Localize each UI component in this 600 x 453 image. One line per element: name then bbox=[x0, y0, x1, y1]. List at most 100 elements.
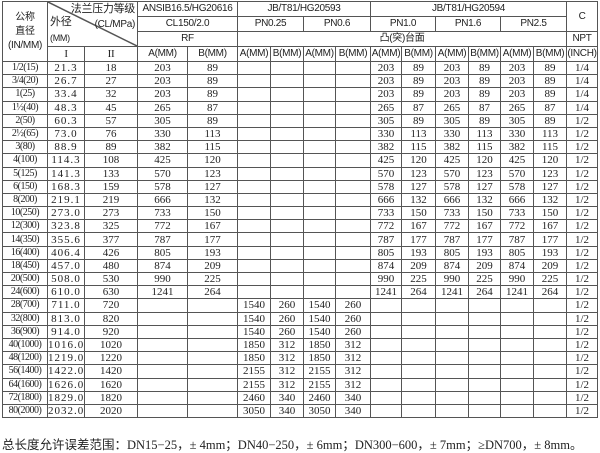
face-rf: RF bbox=[137, 31, 238, 47]
table-cell: 2032.0 bbox=[47, 403, 85, 419]
table-cell bbox=[370, 337, 403, 353]
table-cell: 666 bbox=[137, 192, 188, 208]
table-cell: 1/2 bbox=[566, 219, 599, 234]
table-cell bbox=[334, 192, 372, 208]
table-cell: 733 bbox=[137, 206, 188, 221]
table-cell bbox=[187, 403, 238, 419]
table-cell: 33.4 bbox=[47, 87, 85, 102]
table-cell bbox=[533, 364, 568, 379]
table-cell: 264 bbox=[468, 285, 502, 300]
a-mm-header: A(MM) bbox=[303, 46, 336, 62]
table-cell bbox=[401, 377, 437, 392]
class-cl150: CL150/2.0 bbox=[137, 16, 238, 32]
table-cell bbox=[237, 153, 271, 168]
table-cell: 1/2 bbox=[566, 179, 599, 194]
table-cell bbox=[303, 271, 336, 287]
table-cell: 113 bbox=[533, 126, 568, 142]
table-cell: 990 bbox=[500, 271, 535, 287]
table-cell bbox=[187, 337, 238, 353]
table-cell: 330 bbox=[435, 126, 470, 142]
table-cell: 260 bbox=[270, 298, 304, 313]
table-cell: 578 bbox=[435, 179, 470, 194]
nominal-diameter-cell: 1½(40) bbox=[2, 100, 48, 115]
standard-hg20593: JB/T81/HG20593 bbox=[236, 1, 372, 17]
table-cell: 123 bbox=[468, 166, 502, 181]
table-cell bbox=[237, 74, 271, 89]
table-cell: 273 bbox=[84, 206, 138, 221]
table-cell: 150 bbox=[533, 206, 568, 221]
table-cell bbox=[500, 403, 535, 419]
table-cell: 312 bbox=[334, 351, 372, 366]
table-cell bbox=[500, 390, 535, 405]
table-cell: 260 bbox=[270, 324, 304, 339]
table-cell: 1241 bbox=[435, 285, 470, 300]
table-cell: 666 bbox=[500, 192, 535, 208]
nominal-diameter-cell: 36(900) bbox=[2, 324, 48, 339]
table-cell bbox=[370, 298, 403, 313]
table-row: 5(125) 141.3 133 570 123 570 123 570 123 570 123 1/… bbox=[2, 166, 599, 181]
table-cell: 1/2 bbox=[566, 245, 599, 260]
table-cell: 113 bbox=[468, 126, 502, 142]
table-cell: 89 bbox=[468, 87, 502, 102]
table-cell: 733 bbox=[370, 206, 403, 221]
table-cell bbox=[137, 324, 188, 339]
table-cell: 1/2 bbox=[566, 140, 599, 155]
table-cell bbox=[435, 390, 470, 405]
table-cell: 225 bbox=[187, 271, 238, 287]
b-mm-header: B(MM) bbox=[334, 46, 372, 62]
table-cell bbox=[303, 206, 336, 221]
table-cell: 382 bbox=[500, 140, 535, 155]
table-cell: 578 bbox=[370, 179, 403, 194]
table-cell: 312 bbox=[334, 364, 372, 379]
table-cell bbox=[533, 377, 568, 392]
table-cell: 1016.0 bbox=[47, 337, 85, 353]
table-cell: 1/2 bbox=[566, 126, 599, 142]
table-cell: 711.0 bbox=[47, 298, 85, 313]
table-row: 14(350) 355.6 377 787 177 787 177 787 177 787 177 1… bbox=[2, 232, 599, 247]
table-cell bbox=[137, 403, 188, 419]
table-cell bbox=[370, 311, 403, 326]
table-cell: 425 bbox=[137, 153, 188, 168]
table-cell: 273.0 bbox=[47, 206, 85, 221]
table-cell: 115 bbox=[533, 140, 568, 155]
table-cell bbox=[533, 311, 568, 326]
table-cell bbox=[270, 285, 304, 300]
table-cell bbox=[334, 166, 372, 181]
table-cell: 88.9 bbox=[47, 140, 85, 155]
table-cell: 1241 bbox=[370, 285, 403, 300]
table-cell bbox=[370, 403, 403, 419]
table-cell bbox=[137, 377, 188, 392]
header-text: (IN/MM) bbox=[8, 39, 42, 51]
table-cell bbox=[303, 232, 336, 247]
table-cell: 265 bbox=[370, 100, 403, 115]
table-cell: 87 bbox=[533, 100, 568, 115]
a-mm-header: A(MM) bbox=[237, 46, 271, 62]
table-cell bbox=[303, 153, 336, 168]
table-cell: 264 bbox=[533, 285, 568, 300]
table-cell: 340 bbox=[334, 390, 372, 405]
table-cell: 1/2 bbox=[566, 153, 599, 168]
table-cell bbox=[303, 219, 336, 234]
outer-diameter-unit: (MM) bbox=[50, 33, 70, 43]
table-cell bbox=[468, 324, 502, 339]
table-cell bbox=[237, 100, 271, 115]
table-row: 80(2000) 2032.0 2020 3050 340 3050 340 1/2 bbox=[2, 403, 599, 419]
table-cell: 425 bbox=[370, 153, 403, 168]
table-row: 72(1800) 1829.0 1820 2460 340 2460 340 1/2 bbox=[2, 390, 599, 405]
table-cell bbox=[401, 390, 437, 405]
table-cell: 874 bbox=[500, 258, 535, 274]
table-cell bbox=[270, 113, 304, 128]
table-cell: 203 bbox=[370, 87, 403, 102]
table-cell bbox=[334, 245, 372, 260]
table-cell bbox=[435, 351, 470, 366]
flange-dimension-table: 公称 直径 (IN/MM) 法兰压力等级 (CL/MPa) 外径 (MM) AN… bbox=[2, 1, 599, 419]
table-cell: 1/2 bbox=[566, 390, 599, 405]
table-cell bbox=[237, 219, 271, 234]
nominal-diameter-cell: 4(100) bbox=[2, 153, 48, 168]
table-cell: 260 bbox=[334, 311, 372, 326]
table-row: 1/2(15) 21.3 18 203 89 203 89 203 89 203 89 1/4 bbox=[2, 60, 599, 76]
table-cell bbox=[334, 258, 372, 274]
table-cell bbox=[270, 153, 304, 168]
table-cell: 89 bbox=[533, 87, 568, 102]
table-cell bbox=[334, 285, 372, 300]
